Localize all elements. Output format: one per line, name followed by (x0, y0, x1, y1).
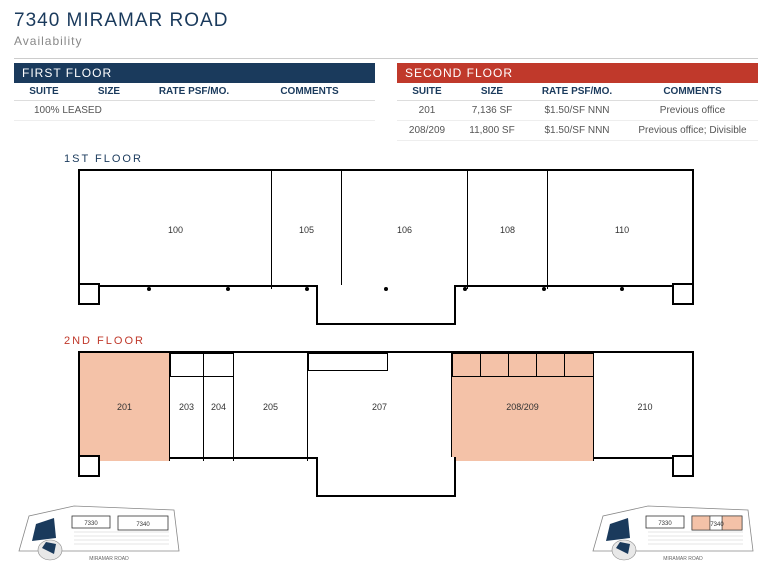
second-floor-plan: 201203204205207208/209210 (78, 351, 694, 459)
divider (14, 58, 758, 59)
second-floor-header: SECOND FLOOR (397, 63, 758, 83)
column-dots (80, 287, 692, 291)
interior-partition (170, 353, 234, 377)
col-comments: COMMENTS (244, 86, 375, 97)
stair-tower-icon (672, 455, 694, 477)
unit-100: 100 (80, 171, 272, 289)
first-floor-header: FIRST FLOOR (14, 63, 375, 83)
first-floor-columns: SUITE SIZE RATE PSF/MO. COMMENTS (14, 83, 375, 101)
plan-outline: 100105106108110 (78, 169, 694, 287)
col-size: SIZE (74, 86, 144, 97)
cell-rate: $1.50/SF NNN (527, 125, 627, 136)
svg-text:7330: 7330 (84, 521, 98, 527)
plan-outline: 201203204205207208/209210 (78, 351, 694, 459)
col-suite: SUITE (397, 86, 457, 97)
second-floor-table: SECOND FLOOR SUITE SIZE RATE PSF/MO. COM… (397, 63, 758, 141)
cell-size: 7,136 SF (457, 105, 527, 116)
col-rate: RATE PSF/MO. (144, 86, 244, 97)
unit-105: 105 (272, 171, 342, 289)
interior-wall (564, 353, 565, 377)
first-floor-plan: 100105106108110 (78, 169, 694, 287)
svg-text:MIRAMAR ROAD: MIRAMAR ROAD (663, 556, 703, 562)
unit-108: 108 (468, 171, 548, 289)
svg-text:7340: 7340 (710, 522, 724, 528)
svg-text:7340: 7340 (136, 522, 150, 528)
interior-partition (452, 353, 594, 377)
unit-205: 205 (234, 353, 308, 461)
second-floor-label: 2ND FLOOR (64, 335, 758, 347)
site-map-left: 7330 7340 MIRAMAR ROAD (14, 496, 184, 574)
interior-wall (508, 353, 509, 377)
interior-wall (536, 353, 537, 377)
table-row: 201 7,136 SF $1.50/SF NNN Previous offic… (397, 101, 758, 121)
first-floor-label: 1ST FLOOR (64, 153, 758, 165)
table-row: 208/209 11,800 SF $1.50/SF NNN Previous … (397, 121, 758, 141)
page-subtitle: Availability (14, 34, 758, 48)
interior-wall (480, 353, 481, 377)
svg-text:7330: 7330 (658, 521, 672, 527)
lobby-projection (316, 285, 456, 325)
stair-tower-icon (78, 455, 100, 477)
cell-comments: Previous office; Divisible (627, 125, 758, 136)
unit-106: 106 (342, 171, 468, 289)
site-map-right: 7330 7340 MIRAMAR ROAD (588, 496, 758, 574)
availability-tables: FIRST FLOOR SUITE SIZE RATE PSF/MO. COMM… (14, 63, 758, 141)
cell-rate: $1.50/SF NNN (527, 105, 627, 116)
first-floor-leased-msg: 100% LEASED (14, 101, 375, 121)
interior-partition (308, 353, 388, 371)
col-suite: SUITE (14, 86, 74, 97)
col-rate: RATE PSF/MO. (527, 86, 627, 97)
unit-201: 201 (80, 353, 170, 461)
cell-size: 11,800 SF (457, 125, 527, 136)
page-title: 7340 MIRAMAR ROAD (14, 10, 758, 32)
unit-110: 110 (548, 171, 696, 289)
unit-210: 210 (594, 353, 696, 461)
col-size: SIZE (457, 86, 527, 97)
second-floor-columns: SUITE SIZE RATE PSF/MO. COMMENTS (397, 83, 758, 101)
col-comments: COMMENTS (627, 86, 758, 97)
first-floor-table: FIRST FLOOR SUITE SIZE RATE PSF/MO. COMM… (14, 63, 375, 141)
site-maps: 7330 7340 MIRAMAR ROAD 7330 7340 (14, 496, 758, 574)
lobby-projection (316, 457, 456, 497)
cell-suite: 208/209 (397, 125, 457, 136)
cell-suite: 201 (397, 105, 457, 116)
svg-text:MIRAMAR ROAD: MIRAMAR ROAD (89, 556, 129, 562)
cell-comments: Previous office (627, 105, 758, 116)
